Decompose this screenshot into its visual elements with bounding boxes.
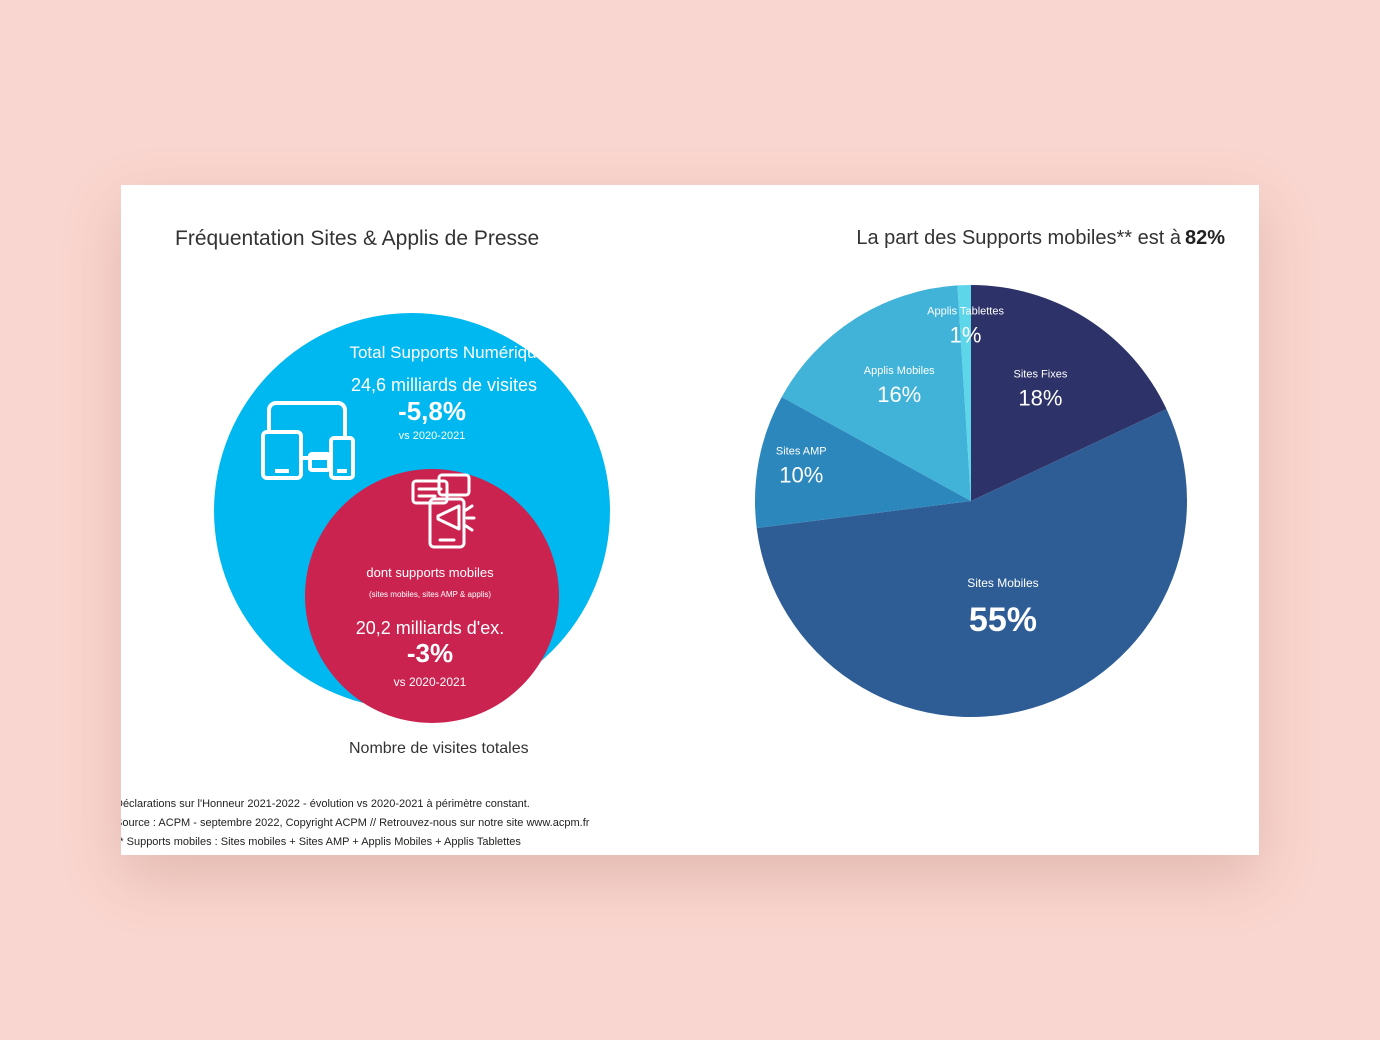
pie-label-applis-tablettes: Applis Tablettes	[927, 305, 1004, 317]
devices-icon	[261, 401, 355, 480]
outer-compare: vs 2020-2021	[399, 430, 466, 442]
pie-label-sites-fixes: Sites Fixes	[1014, 369, 1068, 381]
infographic-card: Fréquentation Sites & Applis de Presse L…	[121, 185, 1259, 855]
footnote-3: ** Supports mobiles : Sites mobiles + Si…	[121, 836, 521, 848]
pie-label-sites-mobiles: Sites Mobiles	[967, 576, 1038, 590]
outer-label: Total Supports Numériques	[349, 343, 554, 362]
pie-value-applis-mobiles: 16%	[877, 382, 921, 407]
inner-circle	[305, 469, 559, 723]
left-title: Fréquentation Sites & Applis de Presse	[175, 227, 540, 250]
pie-slice-sites-fixes	[971, 285, 1167, 501]
pie-label-applis-mobiles: Applis Mobiles	[864, 365, 935, 377]
right-title-prefix: La part des Supports mobiles** est à	[856, 227, 1181, 249]
right-title: La part des Supports mobiles** est à 82%	[856, 227, 1225, 250]
pie-label-sites-amp: Sites AMP	[776, 446, 827, 458]
inner-label: dont supports mobiles	[366, 565, 494, 580]
pie-slice-sites-mobiles	[756, 409, 1187, 717]
inner-change: -3%	[407, 638, 453, 668]
footnotes: Déclarations sur l'Honneur 2021-2022 - é…	[121, 795, 589, 852]
pie-slice-sites-amp	[755, 396, 971, 529]
pie-slice-applis-tablettes	[957, 285, 971, 501]
venn-chart: Total Supports Numériques 24,6 milliards…	[214, 313, 610, 723]
right-title-value: 82%	[1184, 227, 1225, 249]
pie-value-sites-amp: 10%	[779, 463, 823, 488]
inner-sublabel: (sites mobiles, sites AMP & applis)	[369, 590, 491, 599]
footnote-1: Déclarations sur l'Honneur 2021-2022 - é…	[121, 798, 530, 810]
outer-change: -5,8%	[398, 396, 466, 426]
inner-compare: vs 2020-2021	[394, 675, 467, 689]
pie-value-sites-fixes: 18%	[1018, 386, 1062, 411]
footnote-2: Source : ACPM - septembre 2022, Copyrigh…	[121, 817, 590, 829]
pie-value-applis-tablettes: 1%	[950, 322, 982, 347]
pie-slice-applis-mobiles	[781, 285, 971, 501]
pie-value-sites-mobiles: 55%	[969, 601, 1037, 639]
inner-value: 20,2 milliards d'ex.	[356, 618, 505, 638]
mobile-megaphone-icon	[411, 473, 476, 549]
pie-chart: Sites Fixes 18% Sites Mobiles 55% Sites AMP 1…	[755, 285, 1187, 717]
venn-caption: Nombre de visites totales	[349, 740, 529, 757]
outer-value: 24,6 milliards de visites	[351, 375, 537, 395]
